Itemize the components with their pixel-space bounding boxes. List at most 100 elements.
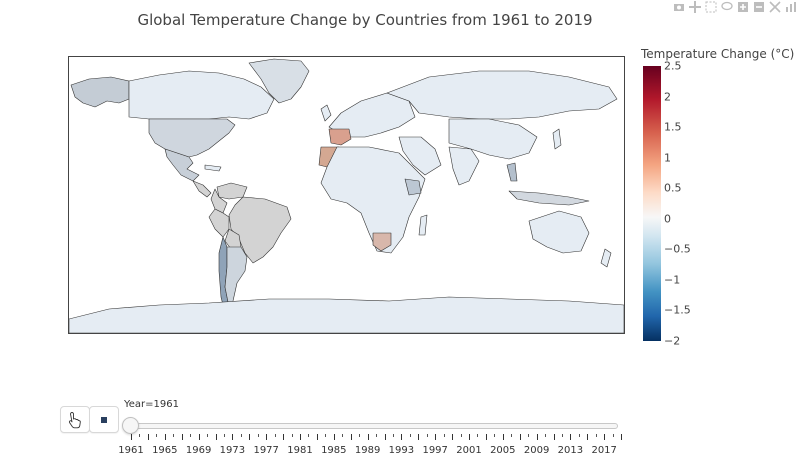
play-button[interactable]	[60, 406, 90, 433]
slider-tick	[190, 434, 192, 437]
slider-tick-label[interactable]: 2005	[490, 445, 516, 456]
country-peru[interactable]	[208, 208, 230, 238]
chart-title: Global Temperature Change by Countries f…	[137, 11, 593, 29]
country-brazil[interactable]	[228, 196, 292, 264]
box-select-icon[interactable]	[704, 1, 718, 13]
colorbar-tick-label: 1.5	[664, 120, 682, 134]
world-map[interactable]	[68, 56, 625, 334]
country-canada[interactable]	[128, 70, 275, 120]
slider-tick-label[interactable]: 1961	[118, 445, 144, 456]
slider-tick	[300, 434, 301, 440]
slider-tick-label[interactable]: 1989	[354, 445, 381, 456]
slider-tick	[536, 434, 538, 440]
slider-tick	[283, 434, 285, 440]
slider-tick	[553, 434, 555, 440]
slider-tick-label[interactable]: 2013	[557, 445, 584, 456]
slider-tick	[274, 434, 276, 437]
pan-icon[interactable]	[688, 1, 702, 13]
slider-tick	[578, 434, 580, 437]
slider-tick	[587, 434, 589, 440]
slider-tick-label[interactable]: 1969	[185, 445, 212, 456]
slider-tick	[562, 434, 563, 437]
slider-tick-label[interactable]: 1997	[422, 445, 448, 456]
slider-tick-label[interactable]: 1973	[219, 445, 246, 456]
country-ethiopia[interactable]	[404, 178, 422, 196]
country-alaska[interactable]	[70, 76, 130, 108]
slider-tick	[485, 434, 487, 440]
year-slider-handle[interactable]	[122, 417, 139, 434]
slider-tick	[359, 434, 361, 437]
reset-axes-icon[interactable]	[768, 1, 782, 13]
slider-tick	[333, 434, 335, 440]
slider-tick	[266, 434, 268, 440]
colorbar-tick-label: 0.5	[664, 181, 682, 195]
country-russia[interactable]	[386, 70, 618, 120]
slider-current-year: Year=1961	[124, 399, 179, 410]
slider-tick	[257, 434, 259, 437]
slider-tick	[376, 434, 377, 437]
slider-tick	[595, 434, 597, 437]
slider-tick	[156, 434, 158, 437]
country-middle-east[interactable]	[398, 136, 442, 176]
slider-tick	[181, 434, 183, 440]
slider-tick	[621, 434, 623, 440]
country-argentina[interactable]	[224, 246, 248, 308]
lasso-select-icon[interactable]	[720, 1, 734, 13]
country-mexico[interactable]	[164, 148, 200, 182]
slider-tick-label[interactable]: 1981	[287, 445, 313, 456]
country-japan[interactable]	[552, 128, 562, 150]
country-south-africa[interactable]	[372, 232, 392, 252]
slider-tick-label[interactable]: 2001	[456, 445, 482, 456]
slider-tick-label[interactable]: 1977	[253, 445, 279, 456]
slider-tick-label[interactable]: 1965	[152, 445, 178, 456]
zoom-out-icon[interactable]	[752, 1, 766, 13]
country-venezuela[interactable]	[216, 182, 248, 200]
colorbar-tick-label: −0.5	[664, 242, 691, 256]
slider-tick	[392, 434, 394, 437]
country-indonesia[interactable]	[508, 190, 590, 206]
slider-tick	[418, 434, 420, 440]
country-thailand[interactable]	[506, 162, 518, 182]
year-slider-track[interactable]	[126, 423, 618, 429]
slider-tick	[519, 434, 521, 440]
colorbar-ticks: 2.5 2 1.5 1 0.5 0 −0.5 −1 −1.5 −2	[664, 60, 704, 348]
country-antarctica[interactable]	[69, 296, 624, 333]
colorbar-tick-label: 0	[664, 212, 671, 226]
slider-tick	[316, 434, 318, 440]
slider-tick	[469, 434, 470, 440]
country-greenland[interactable]	[248, 58, 310, 104]
country-spain[interactable]	[328, 128, 352, 146]
zoom-in-icon[interactable]	[736, 1, 750, 13]
slider-tick-label[interactable]: 2009	[523, 445, 550, 456]
slider-tick	[502, 434, 504, 440]
colorbar	[643, 66, 661, 341]
country-new-zealand[interactable]	[600, 248, 612, 268]
country-africa[interactable]	[320, 146, 426, 254]
plotly-logo-icon[interactable]	[784, 1, 798, 13]
country-uk[interactable]	[320, 104, 332, 122]
country-central-america[interactable]	[192, 180, 212, 198]
colorbar-tick-label: −1.5	[664, 303, 691, 317]
camera-icon[interactable]	[672, 1, 686, 13]
colorbar-tick-label: −1	[664, 273, 681, 287]
slider-tick	[164, 434, 166, 440]
country-madagascar[interactable]	[418, 214, 428, 236]
country-india[interactable]	[448, 146, 480, 186]
country-cuba[interactable]	[204, 164, 222, 172]
stop-button[interactable]	[89, 406, 119, 433]
country-usa[interactable]	[148, 118, 236, 158]
country-australia[interactable]	[528, 210, 590, 254]
slider-tick-label[interactable]: 1985	[321, 445, 347, 456]
slider-tick	[249, 434, 251, 440]
colorbar-tick-label: −2	[664, 334, 681, 348]
slider-tick-label[interactable]: 2017	[591, 445, 617, 456]
slider-tick	[452, 434, 454, 440]
hand-pointer-icon	[68, 411, 81, 428]
colorbar-tick-label: 2	[664, 90, 671, 104]
slider-tick	[477, 434, 479, 437]
country-china[interactable]	[448, 118, 538, 160]
slider-tick-label[interactable]: 1993	[388, 445, 415, 456]
modebar	[672, 0, 798, 14]
slider-tick	[147, 434, 149, 440]
slider-tick	[545, 434, 546, 437]
